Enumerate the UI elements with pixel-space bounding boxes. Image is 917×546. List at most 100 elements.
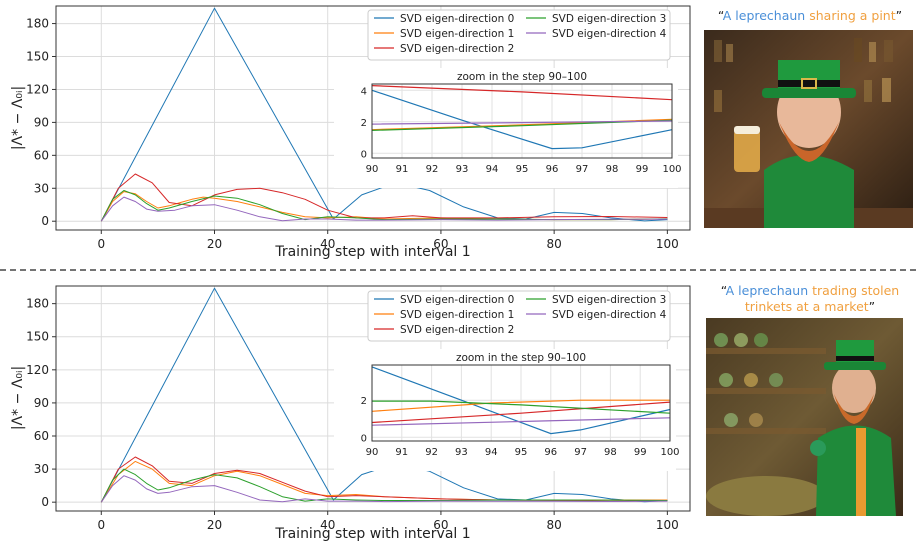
- y-tick-label: 120: [26, 82, 49, 96]
- leprechaun-market-image: [706, 318, 903, 516]
- x-tick-label: 80: [547, 518, 562, 532]
- inset-x-tick-label: 91: [396, 164, 409, 175]
- inset-series-line-0: [371, 366, 671, 435]
- inset-x-tick-label: 93: [456, 164, 469, 175]
- x-tick-label: 20: [207, 237, 222, 251]
- inset-series-line-4: [371, 417, 671, 426]
- y-tick-label: 150: [26, 50, 49, 64]
- plot-frame: [55, 5, 691, 231]
- inset-series-line-0: [371, 89, 673, 150]
- series-line-3: [100, 190, 668, 222]
- inset-y-tick-label: 2: [361, 118, 367, 129]
- inset-series-line-2: [371, 401, 671, 424]
- inset-series-line-4: [371, 120, 673, 125]
- y-tick-label: 0: [41, 495, 49, 509]
- inset-x-tick-label: 100: [662, 164, 681, 175]
- y-tick-label: 90: [34, 396, 49, 410]
- legend-label-1: SVD eigen-direction 1: [400, 28, 514, 40]
- series-line-0: [100, 287, 668, 503]
- inset-x-tick-label: 90: [366, 164, 379, 175]
- inset-x-tick-label: 93: [455, 447, 468, 458]
- y-tick-label: 180: [26, 17, 49, 31]
- inset-x-tick-label: 99: [636, 164, 649, 175]
- inset-y-tick-label: 0: [361, 149, 367, 160]
- inset-y-tick-label: 4: [361, 86, 367, 97]
- inset-x-tick-label: 99: [634, 447, 647, 458]
- y-tick-label: 0: [41, 214, 49, 228]
- y-tick-label: 30: [34, 462, 49, 476]
- legend-box: [367, 9, 671, 61]
- x-axis-label: Training step with interval 1: [274, 526, 470, 542]
- caption-bottom-subject: A leprechaun: [725, 283, 809, 298]
- inset-series-line-1: [371, 399, 670, 412]
- x-tick-label: 60: [433, 237, 448, 251]
- caption-top-open-quote: “: [717, 8, 723, 23]
- inset-title: zoom in the step 90–100: [456, 352, 586, 364]
- series-line-4: [100, 475, 668, 503]
- x-tick-label: 100: [656, 518, 679, 532]
- inset-x-tick-label: 98: [606, 164, 619, 175]
- legend-box: [367, 290, 671, 342]
- inset-series-line-3: [372, 400, 671, 414]
- caption-bottom-action-line2: trinkets at a market: [744, 299, 869, 314]
- caption-top: “A leprechaun sharing a pint”: [705, 8, 915, 24]
- inset-x-tick-label: 94: [486, 164, 499, 175]
- y-tick-label: 60: [34, 429, 49, 443]
- x-tick-label: 0: [97, 237, 105, 251]
- x-tick-label: 20: [207, 518, 222, 532]
- legend: SVD eigen-direction 0 SVD eigen-direction…: [367, 9, 671, 61]
- legend-label-0: SVD eigen-direction 0: [400, 294, 514, 306]
- legend-label-3: SVD eigen-direction 3: [552, 294, 666, 306]
- inset-x-tick-label: 92: [425, 447, 438, 458]
- inset-frame: [371, 364, 671, 442]
- legend-label-3: SVD eigen-direction 3: [552, 13, 666, 25]
- y-axis-label: |Λ* − Λ₀ᵢ|: [10, 366, 26, 430]
- y-axis-label: |Λ* − Λ₀ᵢ|: [10, 86, 26, 150]
- inset-title: zoom in the step 90–100: [457, 71, 587, 83]
- x-axis-label: Training step with interval 1: [274, 244, 470, 260]
- caption-top-close-quote: ”: [895, 8, 903, 23]
- inset-y-tick-label: 2: [361, 396, 367, 407]
- inset-x-tick-label: 98: [604, 447, 617, 458]
- inset-x-tick-label: 95: [515, 447, 528, 458]
- legend-label-4: SVD eigen-direction 4: [552, 309, 667, 321]
- x-tick-label: 60: [433, 518, 448, 532]
- y-tick-label: 90: [34, 115, 49, 129]
- inset-x-tick-label: 97: [576, 164, 589, 175]
- series-line-0: [100, 7, 668, 222]
- y-tick-label: 120: [26, 363, 49, 377]
- legend-label-2: SVD eigen-direction 2: [400, 324, 514, 336]
- inset-x-tick-label: 92: [426, 164, 439, 175]
- series-line-3: [100, 468, 668, 503]
- inset-x-tick-label: 94: [485, 447, 498, 458]
- inset-background: [334, 68, 678, 188]
- caption-bottom: “A leprechaun trading stolen trinkets at…: [705, 283, 915, 315]
- inset-x-tick-label: 100: [660, 447, 679, 458]
- legend-label-1: SVD eigen-direction 1: [400, 309, 514, 321]
- y-tick-label: 180: [26, 297, 49, 311]
- legend-label-0: SVD eigen-direction 0: [400, 13, 514, 25]
- inset-x-tick-label: 96: [544, 447, 557, 458]
- y-tick-label: 60: [34, 148, 49, 162]
- x-tick-label: 40: [320, 518, 335, 532]
- series-line-4: [100, 196, 668, 222]
- y-tick-label: 150: [26, 330, 49, 344]
- x-tick-label: 80: [547, 237, 562, 251]
- plot-frame: [55, 285, 691, 512]
- caption-bottom-action-line1: trading stolen: [812, 283, 900, 298]
- inset-x-tick-label: 91: [395, 447, 408, 458]
- inset-frame: [371, 83, 673, 159]
- y-tick-label: 30: [34, 181, 49, 195]
- inset-y-tick-label: 0: [361, 433, 367, 444]
- series-line-2: [100, 173, 668, 222]
- legend-label-4: SVD eigen-direction 4: [552, 28, 667, 40]
- legend: SVD eigen-direction 0 SVD eigen-direction…: [367, 290, 671, 342]
- inset-x-tick-label: 96: [546, 164, 559, 175]
- caption-top-action: sharing a pint: [809, 8, 896, 23]
- zoom-inset: 90 91 92 93 94 95 96 97 98 99 100 0 2 4 zoom in the st…: [334, 68, 682, 188]
- x-tick-label: 40: [320, 237, 335, 251]
- x-tick-label: 0: [97, 518, 105, 532]
- leprechaun-pub-image: [704, 30, 913, 228]
